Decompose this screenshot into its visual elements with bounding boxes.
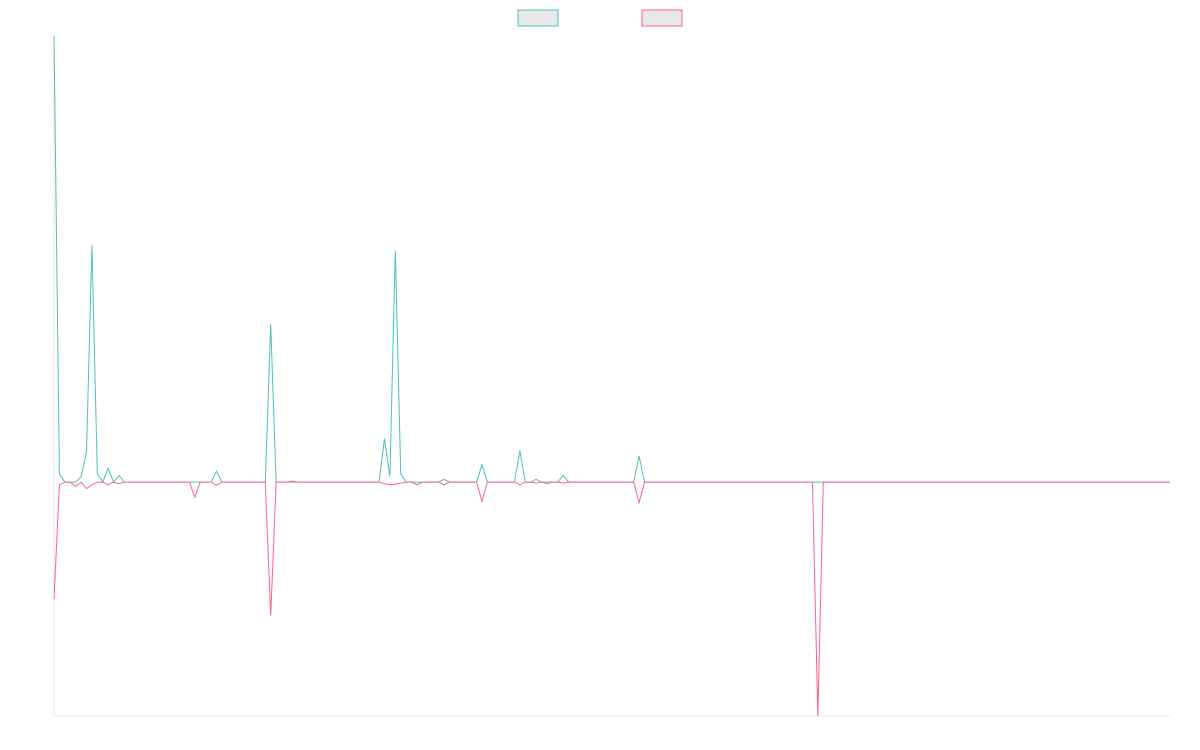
- series-layer: [53, 35, 1170, 717]
- legend-swatch-1[interactable]: [517, 9, 559, 27]
- chart-axes: [53, 36, 1170, 717]
- series-line-1: [53, 35, 1170, 484]
- series-line-2: [53, 480, 1170, 717]
- legend-swatch-2[interactable]: [641, 9, 683, 27]
- chart-legend: [517, 9, 683, 27]
